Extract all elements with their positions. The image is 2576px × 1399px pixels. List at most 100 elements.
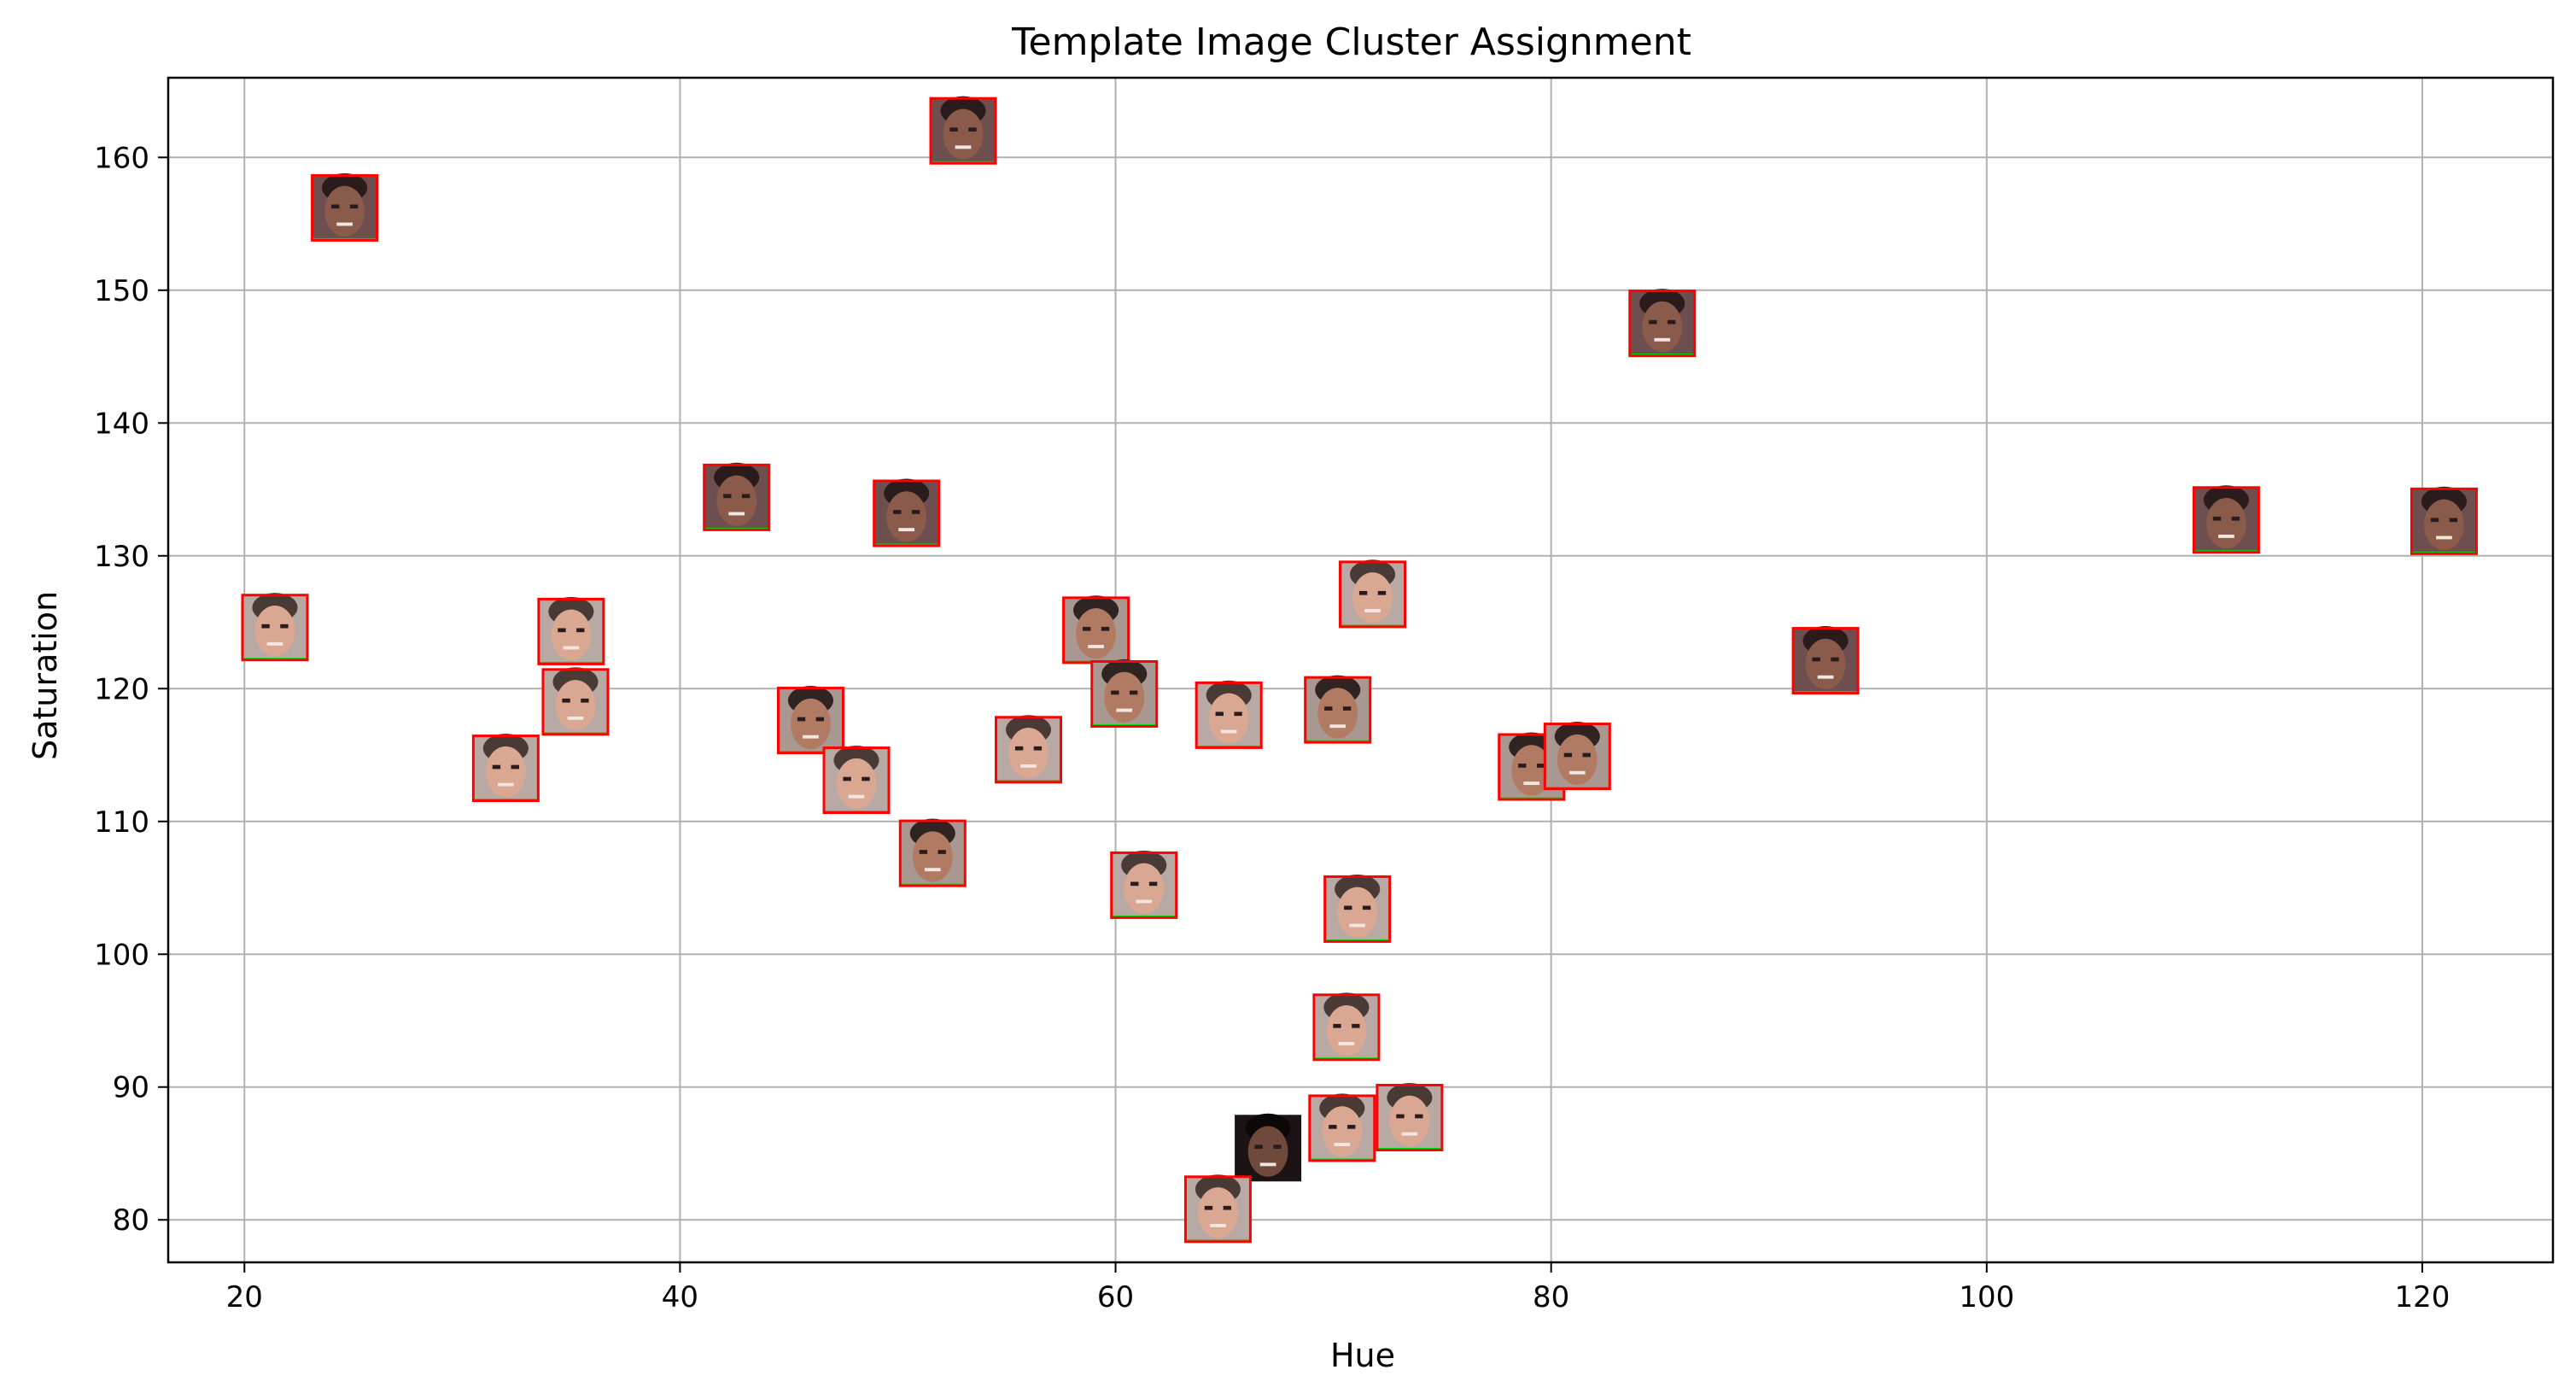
thumbnail-eye [1649,319,1657,325]
thumbnail-mouth [1210,1223,1226,1227]
face-thumbnail-point [703,462,771,531]
thumbnail-face [836,758,877,810]
face-thumbnail-point [1062,595,1130,664]
x-tick-label: 20 [226,1280,263,1314]
thumbnail-face [1511,745,1552,796]
thumbnail-border [1304,676,1372,744]
thumbnail-face [1326,1005,1367,1057]
face-thumbnail-point [1183,1174,1252,1244]
thumbnail-border [1090,659,1159,728]
thumbnail-face [1208,693,1249,744]
face-thumbnail-point [1376,1082,1444,1152]
y-tick-label: 80 [113,1203,149,1238]
face-thumbnail-point [2192,485,2260,554]
thumbnail-eye [1234,711,1242,717]
thumbnail-face [1008,728,1049,779]
thumbnail-eye [741,494,751,499]
thumbnail-eye [1329,1125,1337,1129]
y-tick-label: 90 [113,1071,149,1105]
thumbnail-border [1323,875,1392,943]
thumbnail-border [1312,993,1381,1062]
thumbnail-mouth [266,641,283,646]
face-thumbnail-point [822,745,891,815]
thumbnail-face [324,185,365,237]
thumbnail-face [1322,1106,1363,1157]
thumbnail-eye [862,776,870,781]
thumbnail-eye [1082,626,1091,631]
thumbnail-face [791,698,831,750]
thumbnail-eye [511,764,519,770]
thumbnail-border [1308,1094,1376,1162]
thumbnail-face [2424,499,2464,550]
thumbnail-eye [1668,319,1676,325]
thumbnail-eye [492,764,501,770]
y-tick-label: 160 [94,141,149,175]
thumbnail-eye [1204,1205,1213,1210]
thumbnail-border [1628,290,1697,358]
thumbnail-border [995,716,1063,784]
thumbnail-mouth [1329,724,1346,729]
thumbnail-face [1805,638,1846,690]
x-tick-label: 80 [1533,1280,1569,1314]
thumbnail-border [1110,851,1178,919]
thumbnail-face [1247,1126,1288,1177]
thumbnail-eye [1111,690,1119,695]
thumbnail-border [311,173,379,242]
thumbnail-border [929,97,997,165]
thumbnail-mouth [803,735,819,739]
thumbnail-border [1339,560,1407,629]
thumbnail-eye [968,127,977,132]
chart-title: Template Image Cluster Assignment [1011,20,1691,64]
thumbnail-mouth [1523,781,1540,786]
y-axis-ticks: 80 90 100 110 120 130 140 150 160 [94,141,168,1238]
thumbnail-mouth [1220,729,1237,734]
thumbnail-border [703,463,771,531]
face-thumbnail-point [541,667,610,736]
thumbnail-eye [949,127,958,132]
thumbnail-face [1389,1095,1430,1147]
face-thumbnail-point [1323,874,1392,943]
thumbnail-eye [349,204,359,209]
thumbnail-eye [1812,657,1820,662]
thumbnail-eye [893,510,902,514]
thumbnail-border [898,819,967,887]
thumbnail-eye [797,717,806,722]
thumbnail-face [1124,863,1165,914]
thumbnail-mouth [1020,764,1037,768]
x-tick-label: 40 [662,1280,698,1314]
thumbnail-eye [1130,881,1139,887]
face-thumbnail-point [1110,850,1178,919]
thumbnail-face [912,831,953,882]
thumbnail-mouth [1136,899,1153,904]
thumbnail-mouth [497,782,514,787]
thumbnail-eye [576,628,585,633]
thumbnail-face [1317,688,1358,739]
thumbnail-face [254,606,295,657]
thumbnail-face [1104,671,1145,723]
face-thumbnail-point [311,173,379,242]
thumbnail-mouth [336,222,353,226]
thumbnail-eye [1342,706,1352,711]
face-thumbnail-point [1090,659,1159,728]
thumbnail-border [471,735,540,803]
face-thumbnail-point [1543,722,1611,791]
thumbnail-border [1183,1175,1252,1244]
thumbnail-border [1791,627,1860,695]
x-tick-label: 100 [1959,1280,2014,1314]
thumbnail-mouth [1364,609,1381,612]
thumbnail-border [537,597,605,665]
thumbnail-border [2410,487,2478,555]
x-axis-ticks: 20 40 60 80 100 120 [226,1262,2450,1314]
thumbnail-eye [1215,711,1224,717]
thumbnail-face [1642,301,1683,353]
thumbnail-face [1337,887,1378,938]
thumbnail-face [1076,608,1116,659]
thumbnail-mouth [955,145,972,149]
thumbnail-face [551,609,592,660]
y-tick-label: 140 [94,407,149,441]
thumbnail-eye [1223,1205,1232,1210]
thumbnail-mouth [1817,675,1834,679]
thumbnail-eye [815,717,825,722]
